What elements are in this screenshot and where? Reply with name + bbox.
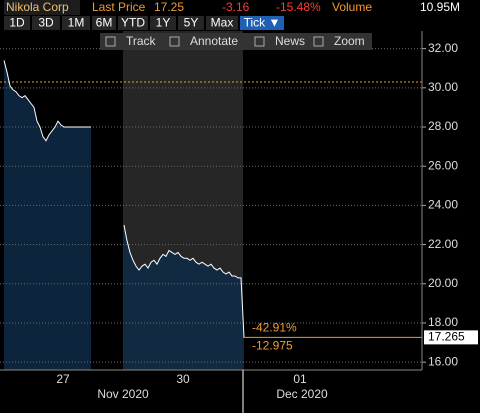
month-label: Nov 2020 bbox=[97, 387, 149, 401]
range-button[interactable] bbox=[178, 16, 204, 30]
range-button[interactable] bbox=[32, 16, 60, 30]
tool-label[interactable]: News bbox=[275, 34, 305, 48]
y-tick-label: 30.00 bbox=[428, 80, 458, 94]
annotation: -42.91% bbox=[252, 321, 297, 335]
y-tick-label: 22.00 bbox=[428, 237, 458, 251]
range-buttons: 1D 3D 1M 6M YTD 1Y 5Y Max Tick ▼ bbox=[4, 16, 284, 30]
last-price-label: Last Price bbox=[92, 0, 146, 14]
plot: 16.00 18.00 20.00 22.00 24.00 26.00 28.00 30.00… bbox=[0, 31, 480, 413]
y-tick-label: 18.00 bbox=[428, 315, 458, 329]
x-tick-label: 01 bbox=[293, 372, 307, 386]
tool-label[interactable]: Track bbox=[126, 34, 157, 48]
range-button-label[interactable]: Tick ▼ bbox=[244, 16, 281, 30]
range-button-label[interactable]: YTD bbox=[121, 16, 145, 30]
last-value-tag bbox=[424, 330, 478, 345]
tool-icon[interactable] bbox=[313, 36, 324, 47]
y-tick-label: 24.00 bbox=[428, 198, 458, 212]
range-button[interactable] bbox=[240, 16, 284, 30]
toolbar: Track Annotate News Zoom bbox=[100, 33, 372, 50]
price-line bbox=[123, 224, 245, 338]
month-label: Dec 2020 bbox=[276, 387, 328, 401]
y-tick-label: 32.00 bbox=[428, 41, 458, 55]
tool-label[interactable]: Annotate bbox=[190, 34, 238, 48]
range-button[interactable] bbox=[62, 16, 90, 30]
range-button[interactable] bbox=[150, 16, 176, 30]
axis-area bbox=[422, 31, 480, 413]
range-button-label[interactable]: Max bbox=[211, 16, 234, 30]
last-value-label: 17.265 bbox=[428, 330, 465, 344]
security-box bbox=[4, 0, 80, 15]
tool-icon[interactable] bbox=[254, 36, 265, 47]
tool-label[interactable]: Zoom bbox=[334, 34, 365, 48]
change-pct: -15.48% bbox=[276, 0, 321, 14]
price-line bbox=[3, 60, 91, 142]
tool-icon[interactable] bbox=[105, 36, 116, 47]
y-tick-label: 28.00 bbox=[428, 119, 458, 133]
volume: 10.95M bbox=[420, 0, 460, 14]
range-button-label[interactable]: 1D bbox=[9, 16, 25, 30]
range-button[interactable] bbox=[4, 16, 30, 30]
x-tick-label: 30 bbox=[176, 372, 190, 386]
tool-icon[interactable] bbox=[169, 36, 180, 47]
y-tick-label: 20.00 bbox=[428, 276, 458, 290]
range-button[interactable] bbox=[206, 16, 238, 30]
x-tick-label: 27 bbox=[56, 372, 70, 386]
range-button[interactable] bbox=[92, 16, 116, 30]
area-fill bbox=[124, 224, 244, 370]
range-button-label[interactable]: 1M bbox=[68, 16, 85, 30]
y-tick-label: 16.00 bbox=[428, 354, 458, 368]
toolbar-bg bbox=[100, 33, 372, 50]
security-name: Nikola Corp bbox=[6, 0, 69, 14]
range-button[interactable] bbox=[118, 16, 148, 30]
y-tick-label: 26.00 bbox=[428, 158, 458, 172]
last-price: 17.25 bbox=[154, 0, 184, 14]
annotation: -12.975 bbox=[252, 339, 293, 353]
range-button-label[interactable]: 1Y bbox=[156, 16, 171, 30]
volume-label: Volume bbox=[332, 0, 372, 14]
change: -3.16 bbox=[222, 0, 250, 14]
range-button-label[interactable]: 6M bbox=[96, 16, 113, 30]
area-fill bbox=[4, 60, 91, 370]
range-button-label[interactable]: 3D bbox=[38, 16, 54, 30]
range-button-label[interactable]: 5Y bbox=[184, 16, 199, 30]
